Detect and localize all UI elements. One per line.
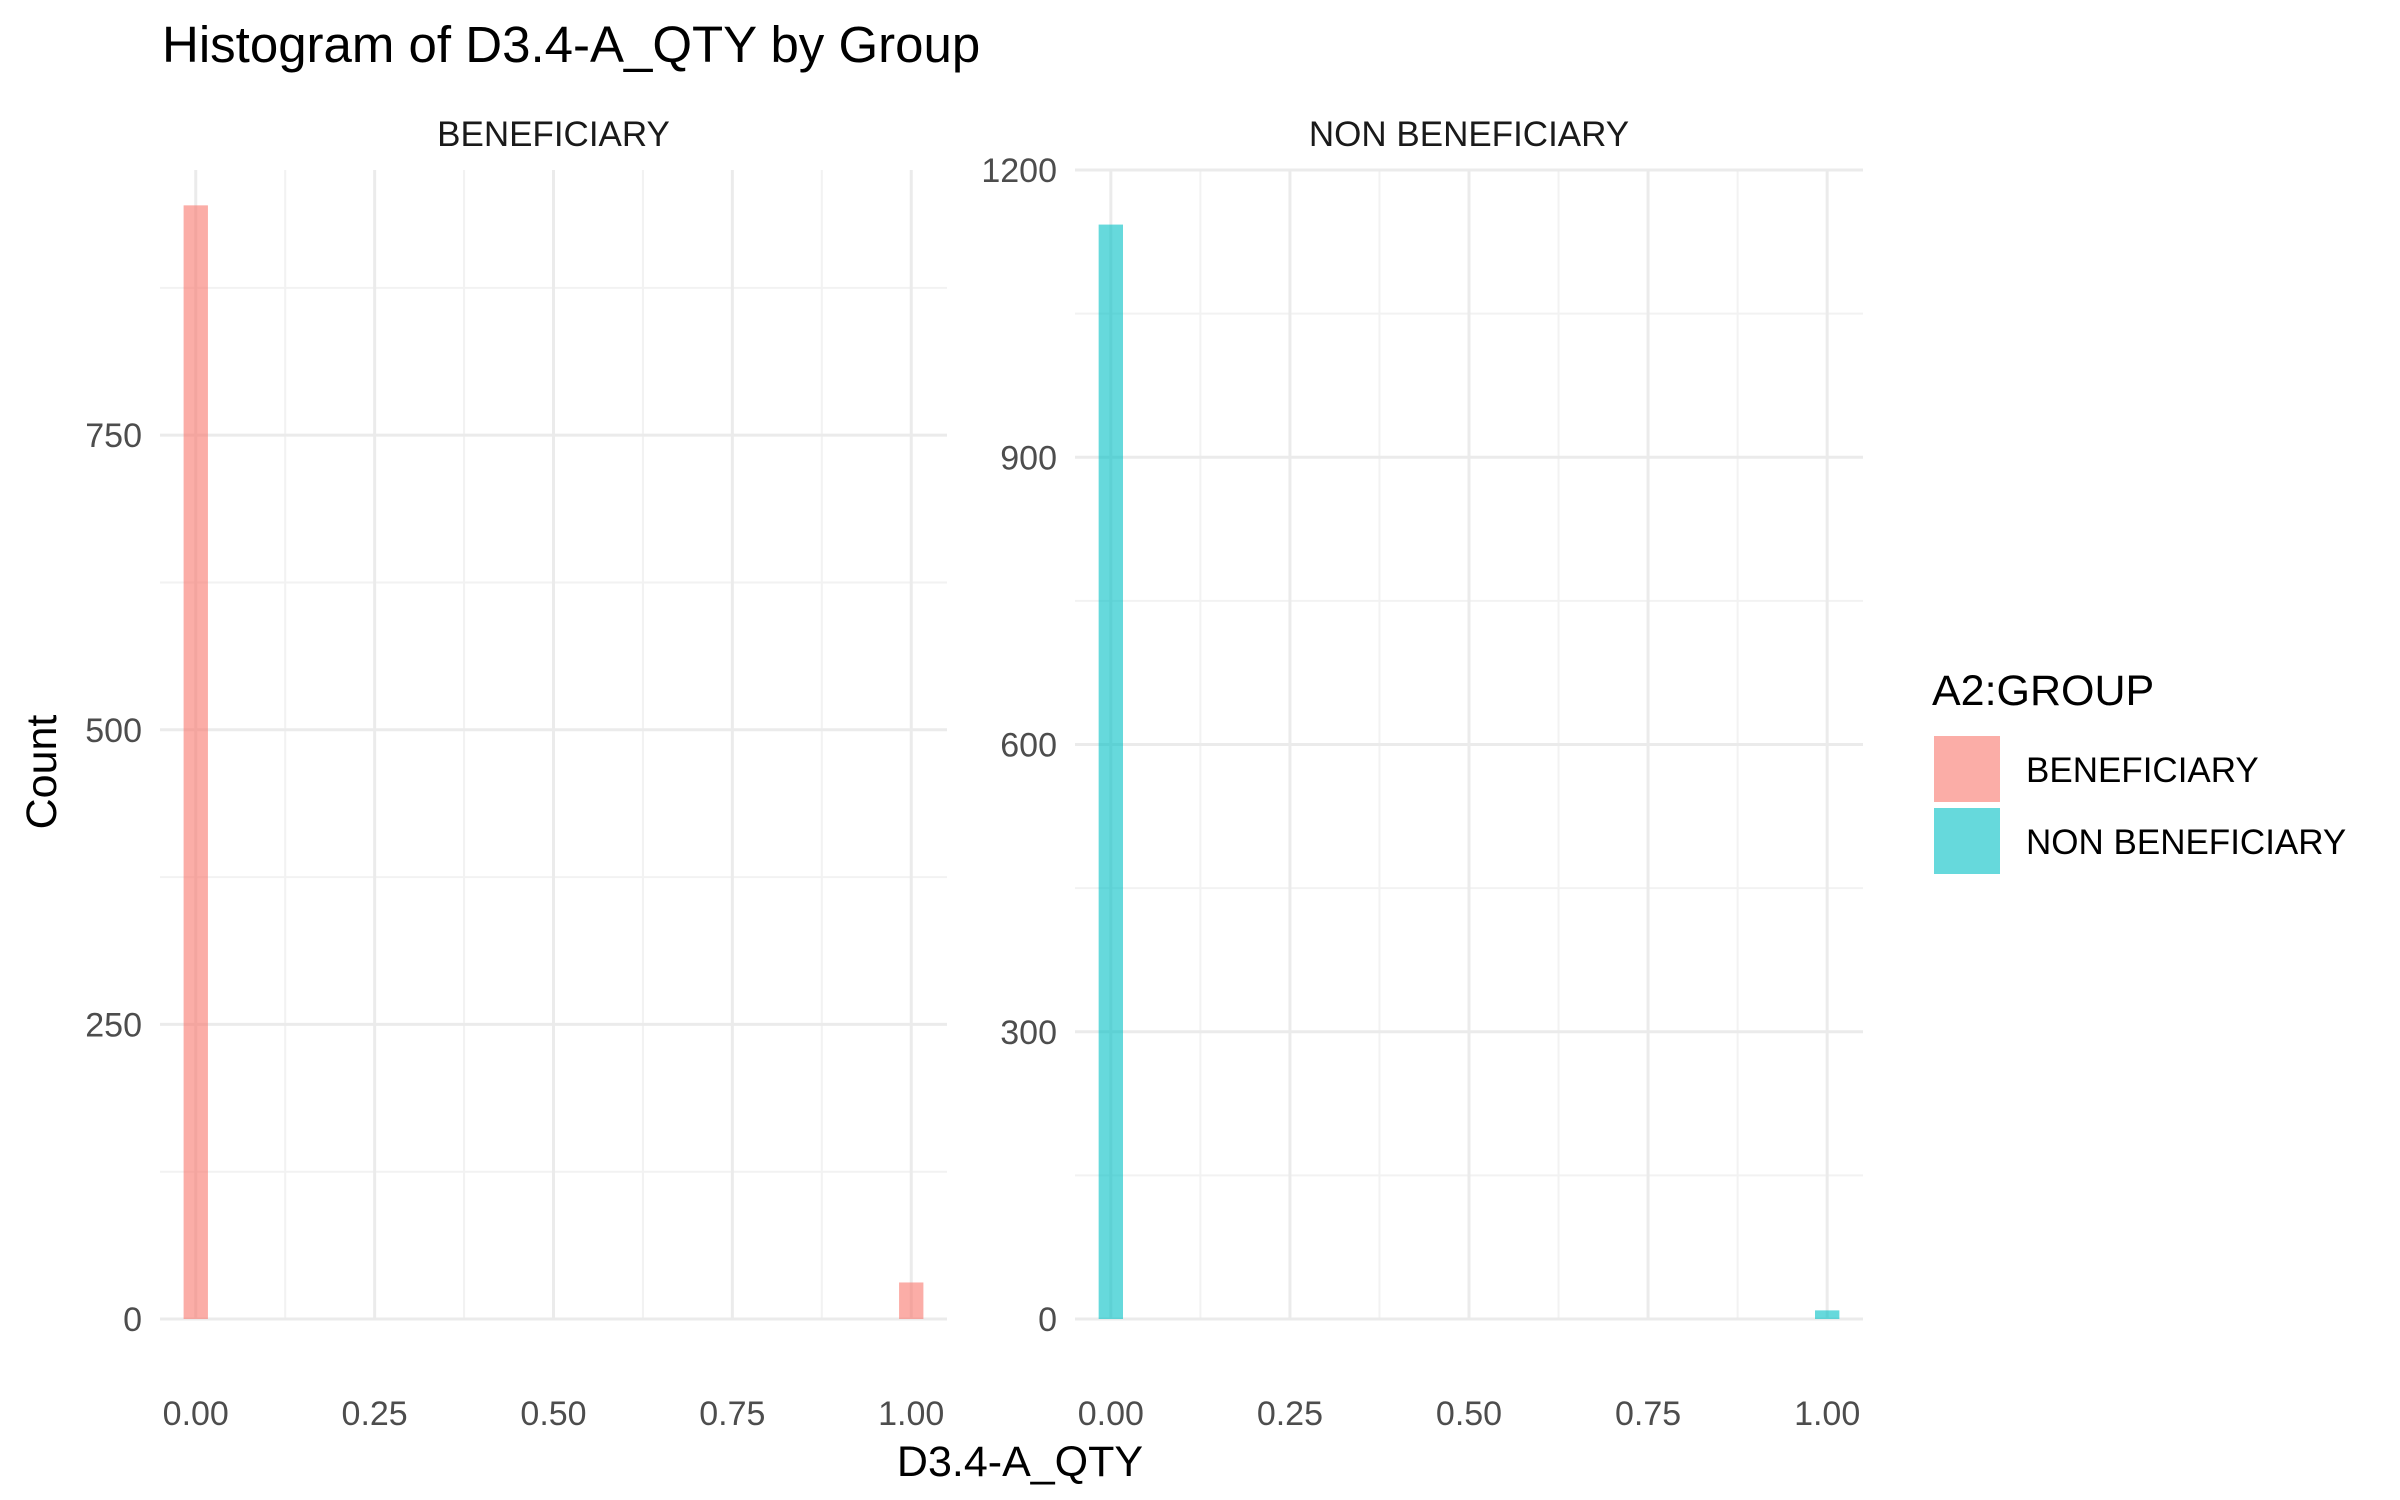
y-tick-label: 0 — [123, 1301, 142, 1339]
chart-title: Histogram of D3.4-A_QTY by Group — [162, 16, 980, 73]
x-tick-label: 0.75 — [699, 1395, 765, 1433]
legend-key-non-beneficiary — [1934, 808, 2000, 874]
legend-label-beneficiary: BENEFICIARY — [2026, 751, 2259, 790]
y-axis-title: Count — [18, 715, 66, 830]
y-tick-label: 300 — [1000, 1014, 1057, 1052]
facet-panel-1: 0.00 0.25 0.50 0.75 1.00 0 250 500 750 BENEFICIAR… — [85, 115, 947, 1433]
legend-key-beneficiary — [1934, 736, 2000, 802]
x-tick-label: 1.00 — [878, 1395, 944, 1433]
y-tick-label: 600 — [1000, 727, 1057, 765]
facet-strip-label: BENEFICIARY — [437, 115, 670, 154]
y-tick-label: 900 — [1000, 439, 1057, 477]
x-tick-label: 0.25 — [1257, 1395, 1323, 1433]
histogram-bar — [183, 205, 208, 1319]
y-tick-label: 500 — [85, 712, 142, 750]
x-axis-title: D3.4-A_QTY — [897, 1438, 1143, 1486]
facet-strip-label: NON BENEFICIARY — [1309, 115, 1629, 154]
x-tick-label: 0.75 — [1615, 1395, 1681, 1433]
x-tick-label: 1.00 — [1794, 1395, 1860, 1433]
x-tick-label: 0.50 — [1436, 1395, 1502, 1433]
histogram-bar — [1098, 224, 1123, 1319]
legend-title: A2:GROUP — [1932, 667, 2154, 715]
histogram-bar — [1815, 1310, 1840, 1319]
x-tick-label: 0.00 — [163, 1395, 229, 1433]
y-tick-label: 0 — [1038, 1301, 1057, 1339]
legend: A2:GROUP BENEFICIARY NON BENEFICIARY — [1932, 667, 2346, 874]
x-tick-label: 0.00 — [1078, 1395, 1144, 1433]
facet-panel-2: 0.00 0.25 0.50 0.75 1.00 0 300 600 900 1200 NON BE… — [981, 115, 1863, 1433]
legend-label-non-beneficiary: NON BENEFICIARY — [2026, 823, 2346, 862]
y-tick-label: 250 — [85, 1006, 142, 1044]
y-tick-label: 750 — [85, 417, 142, 455]
histogram-bar — [899, 1282, 924, 1319]
x-tick-label: 0.25 — [342, 1395, 408, 1433]
x-tick-label: 0.50 — [520, 1395, 586, 1433]
y-tick-label: 1200 — [981, 152, 1057, 190]
facet-panels: 0.00 0.25 0.50 0.75 1.00 0 250 500 750 BENEFICIAR… — [85, 115, 1863, 1433]
